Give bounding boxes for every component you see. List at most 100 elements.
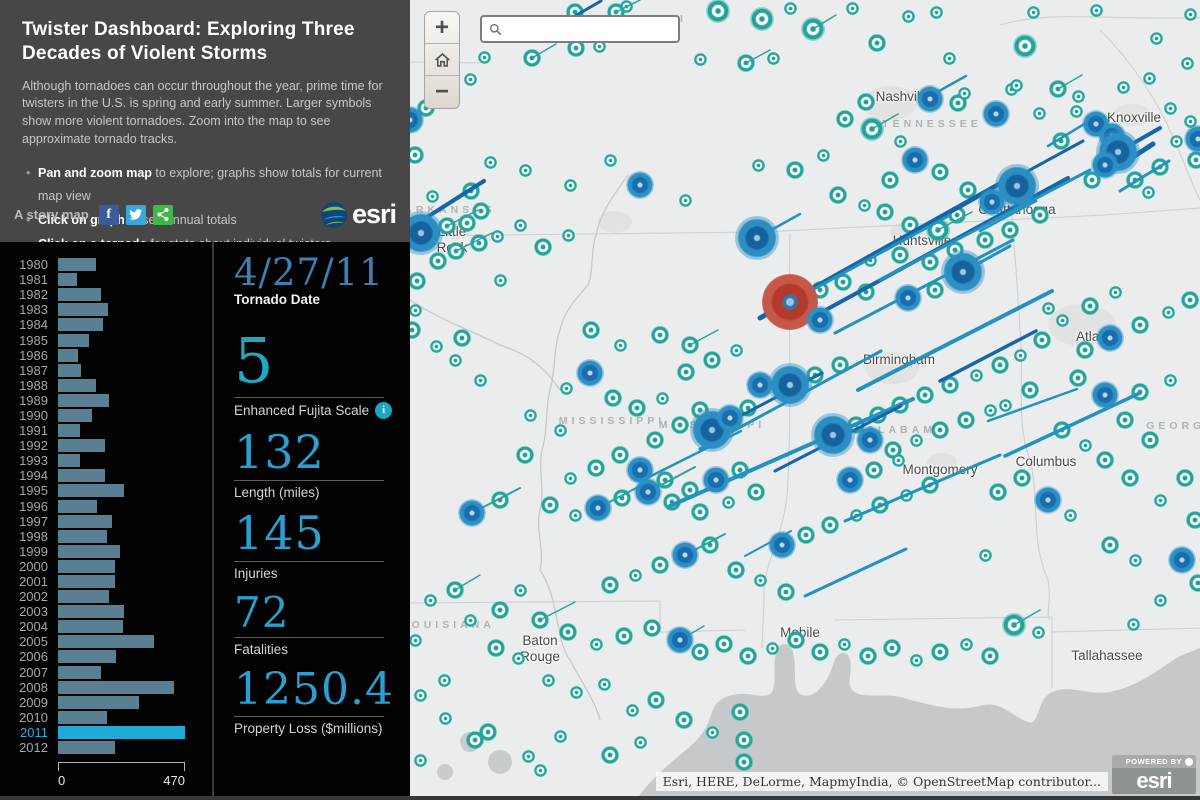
tornado-symbol[interactable] <box>542 674 555 687</box>
tornado-symbol[interactable] <box>836 110 854 128</box>
tornado-symbol[interactable] <box>611 446 629 464</box>
tornado-symbol[interactable] <box>671 416 689 434</box>
tornado-symbol[interactable] <box>1181 291 1199 309</box>
tornado-symbol[interactable] <box>1013 34 1037 58</box>
tornado-symbol[interactable] <box>554 730 567 743</box>
tornado-symbol[interactable] <box>706 726 719 739</box>
tornado-symbol[interactable] <box>959 181 977 199</box>
tornado-symbol[interactable] <box>856 426 884 454</box>
tornado-symbol[interactable] <box>838 638 851 651</box>
tornado-symbol[interactable] <box>656 392 669 405</box>
tornado-symbol[interactable] <box>767 52 780 65</box>
tornado-symbol[interactable] <box>1154 494 1167 507</box>
tornado-symbol[interactable] <box>584 494 612 522</box>
tornado-symbol[interactable] <box>1117 81 1130 94</box>
tornado-symbol[interactable] <box>1143 72 1156 85</box>
bar-1981[interactable] <box>58 273 77 286</box>
tornado-symbol[interactable] <box>447 242 465 260</box>
tornado-symbol[interactable] <box>850 509 863 522</box>
tornado-symbol[interactable] <box>615 627 633 645</box>
tornado-symbol[interactable] <box>1096 324 1124 352</box>
bar-2002[interactable] <box>58 590 109 603</box>
tornado-symbol[interactable] <box>1072 90 1085 103</box>
tornado-symbol[interactable] <box>811 643 829 661</box>
share-icon[interactable] <box>153 205 173 225</box>
tornado-symbol[interactable] <box>1056 314 1069 327</box>
tornado-symbol[interactable] <box>414 689 427 702</box>
tornado-symbol[interactable] <box>1090 4 1103 17</box>
bar-2005[interactable] <box>58 635 154 648</box>
tornado-symbol[interactable] <box>735 216 779 260</box>
bar-2006[interactable] <box>58 650 116 663</box>
tornado-symbol[interactable] <box>629 569 642 582</box>
bar-2012[interactable] <box>58 741 115 754</box>
tornado-symbol[interactable] <box>1070 105 1083 118</box>
tornado-symbol[interactable] <box>512 652 525 665</box>
tornado-symbol[interactable] <box>991 356 1009 374</box>
tornado-symbol[interactable] <box>1081 297 1099 315</box>
tornado-symbol[interactable] <box>1013 469 1031 487</box>
tornado-symbol[interactable] <box>921 253 939 271</box>
tornado-symbol[interactable] <box>752 159 765 172</box>
tornado-symbol[interactable] <box>1129 554 1142 567</box>
tornado-symbol[interactable] <box>916 85 944 113</box>
tornado-symbol[interactable] <box>1031 206 1049 224</box>
tornado-symbol[interactable] <box>881 171 899 189</box>
zoom-in-button[interactable]: + <box>425 12 459 44</box>
tornado-symbol[interactable] <box>1154 594 1167 607</box>
tornado-symbol[interactable] <box>829 186 847 204</box>
tornado-symbol[interactable] <box>768 531 796 559</box>
tornado-symbol[interactable] <box>1186 511 1200 529</box>
tornado-symbol[interactable] <box>604 389 622 407</box>
tornado-symbol[interactable] <box>806 306 834 334</box>
tornado-symbol[interactable] <box>737 54 755 72</box>
tornado-symbol[interactable] <box>1002 613 1026 637</box>
tornado-symbol[interactable] <box>868 34 886 52</box>
tornado-symbol[interactable] <box>722 496 735 509</box>
bar-2004[interactable] <box>58 620 123 633</box>
tornado-symbol[interactable] <box>1127 618 1140 631</box>
tornado-symbol[interactable] <box>926 281 944 299</box>
tornado-symbol[interactable] <box>871 496 889 514</box>
search-input[interactable] <box>502 17 678 41</box>
bar-2010[interactable] <box>58 711 107 724</box>
tornado-symbol[interactable] <box>727 561 745 579</box>
tornado-symbol[interactable] <box>1142 186 1155 199</box>
tornado-symbol[interactable] <box>910 434 923 447</box>
tornado-symbol[interactable] <box>941 376 959 394</box>
tornado-symbol[interactable] <box>601 576 619 594</box>
tornado-symbol[interactable] <box>691 503 709 521</box>
tornado-symbol[interactable] <box>651 326 669 344</box>
tornado-symbol[interactable] <box>739 647 757 665</box>
tornado-symbol[interactable] <box>560 382 573 395</box>
tornado-symbol[interactable] <box>970 369 983 382</box>
tornado-symbol[interactable] <box>663 493 681 511</box>
tornado-symbol[interactable] <box>524 409 537 422</box>
bar-1988[interactable] <box>58 379 96 392</box>
tornado-symbol[interactable] <box>494 274 507 287</box>
tornado-symbol[interactable] <box>1189 574 1200 592</box>
bar-1995[interactable] <box>58 484 124 497</box>
bar-2008[interactable] <box>58 681 174 694</box>
tornado-symbol[interactable] <box>750 7 774 31</box>
bar-1993[interactable] <box>58 454 80 467</box>
tornado-symbol[interactable] <box>438 674 451 687</box>
tornado-symbol[interactable] <box>570 686 583 699</box>
tornado-symbol[interactable] <box>487 639 505 657</box>
tornado-symbol[interactable] <box>679 194 692 207</box>
tornado-symbol[interactable] <box>1116 411 1134 429</box>
bar-1985[interactable] <box>58 334 89 347</box>
tornado-symbol[interactable] <box>982 100 1010 128</box>
tornado-symbol[interactable] <box>491 230 504 243</box>
home-button[interactable] <box>425 44 459 76</box>
tornado-symbol[interactable] <box>1187 151 1200 169</box>
tornado-symbol[interactable] <box>1126 171 1144 189</box>
tornado-symbol[interactable] <box>1033 331 1051 349</box>
tornado-symbol[interactable] <box>694 53 707 66</box>
bar-1984[interactable] <box>58 318 103 331</box>
tornado-symbol[interactable] <box>846 2 859 15</box>
tornado-symbol[interactable] <box>989 483 1007 501</box>
tornado-symbol[interactable] <box>865 461 883 479</box>
tornado-symbol[interactable] <box>894 284 922 312</box>
bar-1982[interactable] <box>58 288 101 301</box>
